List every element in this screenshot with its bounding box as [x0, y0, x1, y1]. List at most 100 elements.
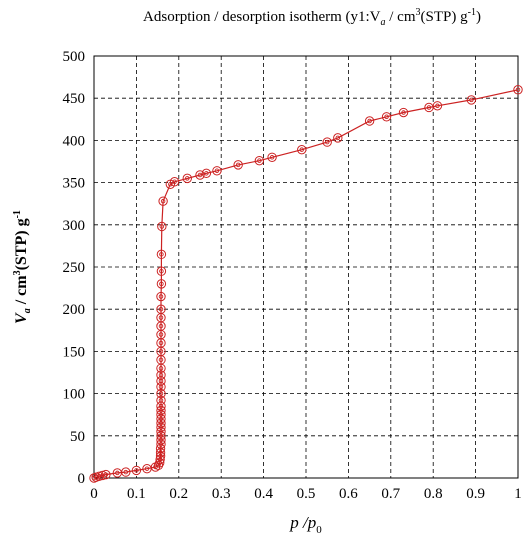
data-point	[156, 370, 166, 380]
marker-inner	[401, 110, 406, 115]
marker-outer	[121, 467, 131, 477]
y-tick-label: 200	[63, 302, 86, 318]
marker-outer	[297, 144, 307, 155]
data-point	[182, 173, 192, 184]
x-tick-label: 0.9	[466, 486, 485, 502]
marker-inner	[160, 198, 166, 204]
marker-outer	[398, 107, 409, 118]
marker-outer	[156, 266, 167, 276]
marker-outer	[381, 112, 392, 122]
data-point	[212, 166, 222, 176]
marker-outer	[156, 304, 166, 314]
marker-outer	[156, 370, 166, 380]
marker-inner	[214, 168, 220, 174]
marker-inner	[185, 176, 190, 181]
marker-inner	[158, 323, 164, 329]
marker-inner	[324, 139, 330, 145]
marker-inner	[134, 468, 139, 473]
x-axis-label: p /p0	[289, 513, 322, 536]
data-point	[169, 177, 180, 187]
marker-outer	[131, 465, 142, 476]
x-axis: 0 0.1 0.2 0.3 0.4 0.5 0.6 0.7 0.8 0.9 1	[90, 486, 522, 502]
x-tick-label: 0.7	[381, 486, 400, 502]
marker-inner	[159, 268, 164, 274]
x-tick-label: 0.4	[254, 486, 273, 502]
marker-outer	[364, 116, 375, 126]
x-tick-label: 0.2	[169, 486, 188, 502]
marker-outer	[156, 388, 166, 399]
marker-outer	[195, 170, 205, 180]
marker-outer	[97, 470, 108, 481]
marker-inner	[158, 357, 164, 363]
marker-inner	[469, 97, 474, 103]
data-point	[432, 101, 443, 111]
data-point	[156, 304, 166, 314]
data-point	[121, 467, 131, 477]
data-point	[156, 388, 166, 399]
y-axis: 0 50 100 150 200 250 300 350 400 450 500	[63, 49, 86, 487]
data-point	[131, 465, 142, 476]
x-tick-label: 0.5	[297, 486, 316, 502]
marker-inner	[515, 87, 521, 93]
data-point	[156, 279, 167, 289]
chart-grid	[94, 56, 518, 478]
y-tick-label: 300	[63, 218, 86, 234]
x-tick-label: 0.1	[127, 486, 146, 502]
data-point	[322, 137, 332, 147]
data-point	[156, 291, 166, 302]
marker-inner	[367, 118, 372, 124]
marker-outer	[94, 471, 104, 482]
x-tick-label: 0.3	[212, 486, 231, 502]
marker-inner	[197, 172, 203, 178]
marker-inner	[384, 114, 389, 120]
marker-inner	[158, 340, 164, 346]
marker-outer	[333, 133, 343, 143]
chart-title: Adsorption / desorption isotherm (y1:Va …	[143, 7, 481, 28]
data-point	[158, 196, 168, 206]
data-point	[267, 152, 277, 162]
marker-inner	[103, 472, 109, 477]
data-point	[156, 266, 167, 276]
marker-inner	[158, 332, 164, 337]
data-point	[398, 107, 409, 118]
marker-inner	[159, 252, 164, 257]
marker-outer	[155, 451, 166, 461]
marker-inner	[159, 224, 165, 229]
marker-outer	[158, 196, 168, 206]
marker-outer	[254, 155, 265, 166]
y-tick-label: 250	[63, 260, 86, 276]
marker-outer	[155, 454, 165, 465]
x-tick-label: 0.8	[424, 486, 443, 502]
y-tick-label: 350	[63, 176, 86, 192]
marker-outer	[155, 458, 165, 468]
data-point	[466, 95, 477, 105]
marker-inner	[204, 171, 209, 176]
marker-outer	[156, 395, 166, 406]
marker-inner	[257, 158, 262, 163]
x-tick-label: 1	[514, 486, 522, 502]
data-point	[254, 155, 265, 166]
data-point	[381, 112, 392, 122]
marker-outer	[513, 85, 523, 95]
marker-inner	[158, 391, 164, 396]
marker-inner	[299, 147, 305, 152]
marker-outer	[169, 177, 180, 187]
data-point	[156, 249, 167, 260]
marker-inner	[159, 281, 164, 287]
marker-outer	[157, 221, 167, 232]
marker-outer	[267, 152, 277, 162]
data-point	[101, 469, 111, 480]
marker-outer	[432, 101, 443, 111]
marker-outer	[212, 166, 222, 176]
data-point	[333, 133, 343, 143]
marker-inner	[235, 162, 241, 168]
marker-inner	[426, 105, 432, 110]
y-tick-label: 100	[63, 387, 86, 403]
data-point	[364, 116, 375, 126]
marker-inner	[335, 135, 341, 141]
y-tick-label: 0	[78, 471, 86, 487]
marker-inner	[158, 315, 164, 320]
marker-outer	[156, 291, 166, 302]
marker-inner	[158, 366, 164, 371]
